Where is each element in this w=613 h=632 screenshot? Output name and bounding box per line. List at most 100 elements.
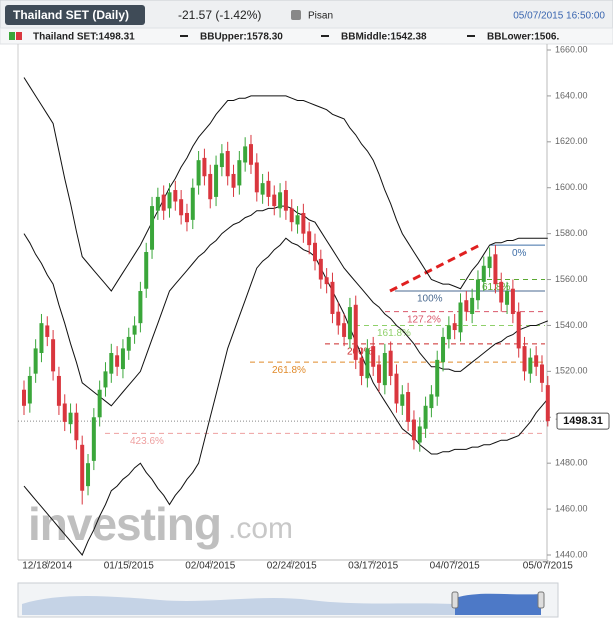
candle-body: [406, 392, 411, 422]
y-tick-label: 1620.00: [555, 136, 588, 146]
candle-body: [225, 151, 230, 177]
navigator-area: [22, 596, 455, 615]
candle-body: [295, 215, 300, 225]
y-tick-label: 1600.00: [555, 182, 588, 192]
user-icon[interactable]: [291, 10, 301, 20]
candle-body: [115, 355, 120, 367]
candle-body: [342, 323, 347, 337]
candle-body: [167, 192, 172, 209]
candle-body: [132, 325, 137, 335]
candle-body: [330, 281, 335, 314]
fib-label: 61.8%: [482, 282, 510, 293]
band-line: [23, 77, 548, 292]
legend-entry: BBLower:1506.: [487, 32, 559, 43]
y-tick-label: 1520.00: [555, 366, 588, 376]
candle-body: [109, 353, 114, 374]
fib-label: 0%: [512, 248, 527, 259]
y-tick-label: 1640.00: [555, 90, 588, 100]
candle-body: [400, 394, 405, 406]
user: Pisan: [308, 11, 333, 22]
candle-body: [539, 364, 544, 383]
candle-body: [487, 256, 492, 269]
candle-body: [458, 302, 463, 333]
candle-body: [510, 288, 515, 314]
fib-label: 261.8%: [272, 365, 306, 376]
candle-body: [33, 348, 38, 374]
last-price-box: [556, 412, 610, 430]
candle-body: [353, 304, 358, 360]
navigator-handle[interactable]: [451, 591, 459, 609]
band-line: [23, 237, 549, 556]
candle-body: [499, 281, 504, 303]
candle-body: [161, 194, 166, 211]
watermark: .com: [228, 512, 293, 545]
candle-body: [528, 357, 533, 374]
candle-body: [150, 206, 155, 250]
legend-entry: BBMiddle:1542.38: [341, 32, 427, 43]
candle-body: [144, 252, 149, 289]
candle-body: [272, 194, 277, 207]
candle-body: [260, 183, 265, 195]
y-tick-label: 1580.00: [555, 228, 588, 238]
last-price-label: 1498.31: [563, 415, 603, 427]
candle-body: [313, 242, 317, 262]
candle-body: [435, 359, 440, 397]
candle-body: [126, 336, 131, 351]
candle-body: [184, 212, 189, 223]
candle-body: [505, 291, 510, 305]
candle-body: [307, 231, 312, 246]
candle-body: [475, 279, 480, 301]
candle-body: [56, 375, 61, 406]
candle-body: [39, 323, 44, 353]
y-tick-label: 1440.00: [555, 549, 588, 559]
x-tick-label: 04/07/2015: [430, 561, 480, 572]
legend-icon: [16, 32, 22, 40]
candle-body: [417, 426, 422, 443]
candle-body: [289, 208, 294, 223]
y-tick-label: 1660.00: [555, 44, 588, 54]
candle-body: [464, 300, 469, 312]
candle-body: [254, 162, 259, 193]
candle-body: [318, 258, 323, 280]
candle-body: [377, 364, 382, 383]
candle-body: [103, 371, 108, 388]
candle-body: [301, 212, 306, 234]
fib-label: 423.6%: [130, 436, 164, 447]
candle-body: [120, 348, 125, 370]
candle-body: [202, 157, 207, 177]
candle-body: [214, 164, 219, 197]
x-tick-label: 02/24/2015: [267, 561, 317, 572]
candle-body: [441, 336, 446, 363]
trend-line: [389, 242, 483, 293]
candle-body: [347, 307, 352, 340]
datetime: 05/07/2015 16:50:00: [513, 11, 605, 22]
candle-body: [481, 265, 486, 282]
tab[interactable]: [5, 5, 145, 25]
y-tick-label: 1560.00: [555, 274, 588, 284]
candle-body: [359, 357, 364, 376]
candle-body: [208, 173, 213, 200]
candle-body: [336, 311, 341, 326]
legend-bar: [0, 27, 613, 45]
candle-body: [522, 346, 527, 372]
candle-body: [266, 180, 271, 197]
navigator-selection: [455, 593, 541, 615]
candle-body: [545, 385, 550, 422]
candle-body: [179, 199, 184, 216]
candle-body: [382, 353, 387, 386]
candle-body: [243, 146, 248, 163]
candle-body: [388, 350, 393, 376]
candle-body: [27, 375, 32, 404]
candle-body: [74, 412, 79, 441]
candle-body: [45, 325, 50, 337]
navigator-handle[interactable]: [537, 591, 545, 609]
candle-body: [62, 403, 67, 422]
x-tick-label: 05/07/2015: [523, 561, 573, 572]
candle-body: [80, 444, 85, 491]
legend-entry: BBUpper:1578.30: [200, 32, 283, 43]
candle-body: [411, 419, 416, 441]
candle-body: [324, 277, 329, 285]
